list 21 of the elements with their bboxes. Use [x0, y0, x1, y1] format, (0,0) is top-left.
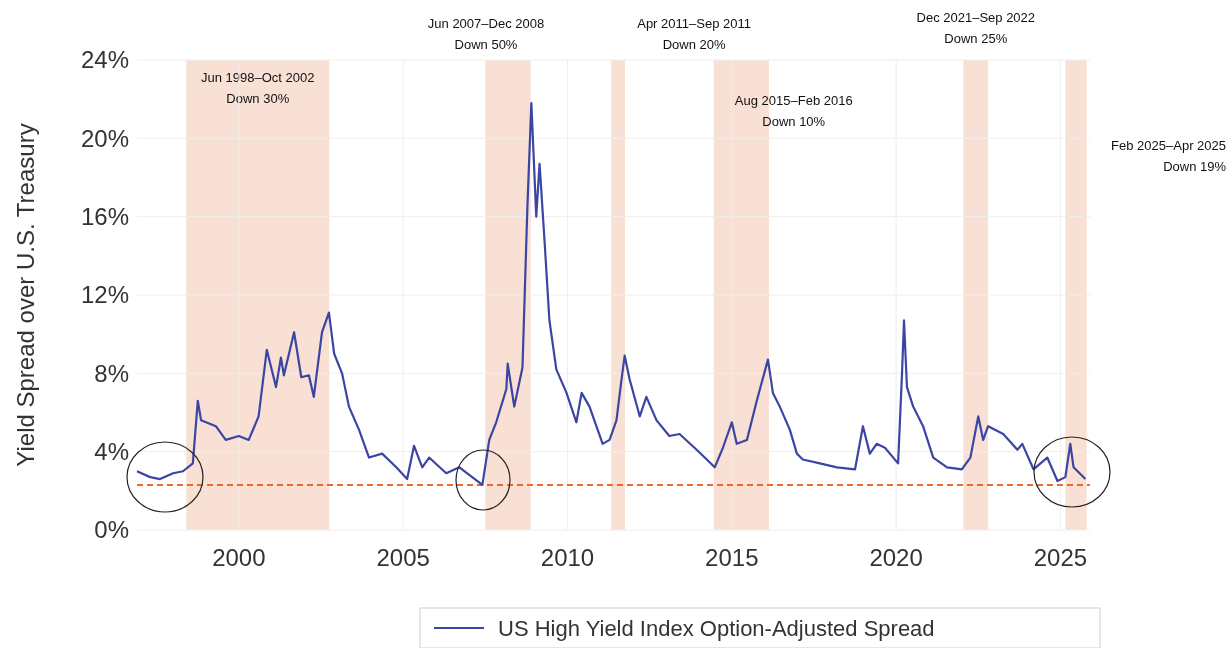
y-tick-label: 12%: [80, 281, 129, 309]
legend-label: US High Yield Index Option-Adjusted Spread: [498, 615, 935, 641]
band-label: Apr 2011–Sep 2011 Down 20%: [637, 16, 751, 52]
x-tick-label: 2020: [869, 544, 923, 571]
band-label: Jun 2007–Dec 2008 Down 50%: [427, 16, 545, 52]
band-label: Jun 1998–Oct 2002 Down 30%: [201, 70, 315, 106]
x-tick-label: 2005: [376, 544, 430, 571]
y-tick-label: 16%: [80, 203, 129, 231]
x-tick-label: 2025: [1033, 544, 1088, 571]
x-tick-label: 2015: [705, 544, 759, 571]
band-label: Dec 2021–Sep 2022 Down 25%: [916, 10, 1036, 46]
y-axis-title: Yield Spread over U.S. Treasury: [12, 123, 39, 467]
band-label: Aug 2015–Feb 2016 Down 10%: [734, 93, 853, 129]
x-tick-label: 2010: [540, 544, 595, 571]
y-tick-label: 4%: [94, 438, 129, 466]
band-label: Feb 2025–Apr 2025 Down 19%: [1111, 138, 1227, 174]
y-tick-label: 20%: [80, 124, 129, 152]
y-tick-label: 8%: [94, 359, 129, 387]
x-tick-label: 2000: [212, 544, 266, 571]
y-tick-label: 24%: [80, 46, 129, 74]
y-tick-label: 0%: [94, 516, 129, 544]
